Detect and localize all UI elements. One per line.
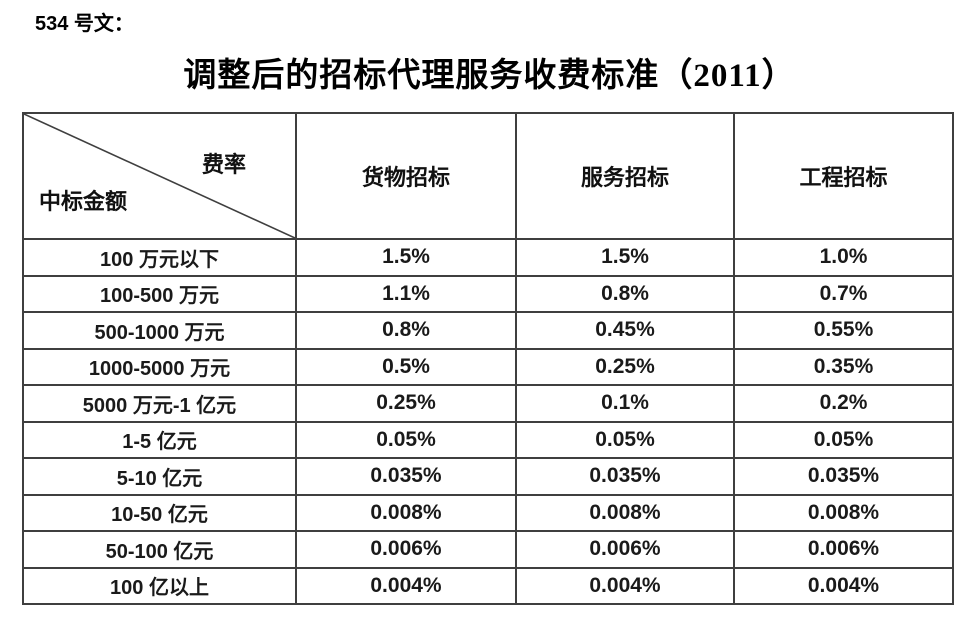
fee-cell: 0.25% — [515, 347, 735, 386]
row-label: 1000-5000 万元 — [22, 347, 297, 386]
fee-cell: 0.035% — [733, 457, 954, 496]
doc-number: 534 号文： — [35, 13, 134, 35]
fee-cell: 0.006% — [515, 530, 735, 569]
fee-cell: 0.006% — [733, 530, 954, 569]
table-row: 100 亿以上 0.004% 0.004% 0.004% — [22, 566, 954, 605]
row-label: 500-1000 万元 — [22, 311, 297, 350]
fee-cell: 1.5% — [295, 238, 517, 277]
row-label: 1-5 亿元 — [22, 420, 297, 459]
column-header-works: 工程招标 — [733, 112, 954, 240]
fee-cell: 0.8% — [295, 311, 517, 350]
table-row: 100-500 万元 1.1% 0.8% 0.7% — [22, 274, 954, 313]
row-label: 100-500 万元 — [22, 274, 297, 313]
fee-cell: 0.35% — [733, 347, 954, 386]
corner-cell: 费率 中标金额 — [22, 112, 297, 240]
page-title: 调整后的招标代理服务收费标准（2011） — [183, 58, 796, 94]
fee-cell: 1.5% — [515, 238, 735, 277]
table-row: 50-100 亿元 0.006% 0.006% 0.006% — [22, 530, 954, 569]
fee-cell: 0.2% — [733, 384, 954, 423]
table-row: 100 万元以下 1.5% 1.5% 1.0% — [22, 238, 954, 277]
column-header-goods: 货物招标 — [295, 112, 517, 240]
row-label: 100 亿以上 — [22, 566, 297, 605]
fee-cell: 0.035% — [295, 457, 517, 496]
corner-label-rate: 费率 — [202, 152, 247, 177]
fee-cell: 0.035% — [515, 457, 735, 496]
table-row: 10-50 亿元 0.008% 0.008% 0.008% — [22, 493, 954, 532]
row-label: 5-10 亿元 — [22, 457, 297, 496]
fee-cell: 0.004% — [295, 566, 517, 605]
table-header-row: 费率 中标金额 货物招标 服务招标 工程招标 — [22, 112, 954, 240]
table-row: 500-1000 万元 0.8% 0.45% 0.55% — [22, 311, 954, 350]
table-row: 5-10 亿元 0.035% 0.035% 0.035% — [22, 457, 954, 496]
fee-cell: 0.05% — [295, 420, 517, 459]
table-row: 1000-5000 万元 0.5% 0.25% 0.35% — [22, 347, 954, 386]
fee-cell: 1.0% — [733, 238, 954, 277]
row-label: 50-100 亿元 — [22, 530, 297, 569]
fee-cell: 0.008% — [515, 493, 735, 532]
fee-cell: 0.1% — [515, 384, 735, 423]
fee-cell: 0.45% — [515, 311, 735, 350]
fee-cell: 0.004% — [515, 566, 735, 605]
column-header-services: 服务招标 — [515, 112, 735, 240]
fee-cell: 0.7% — [733, 274, 954, 313]
fee-cell: 0.8% — [515, 274, 735, 313]
fee-cell: 0.008% — [733, 493, 954, 532]
fee-cell: 0.008% — [295, 493, 517, 532]
fee-cell: 0.004% — [733, 566, 954, 605]
table-row: 1-5 亿元 0.05% 0.05% 0.05% — [22, 420, 954, 459]
diagonal-line — [24, 114, 295, 238]
fee-cell: 0.006% — [295, 530, 517, 569]
row-label: 100 万元以下 — [22, 238, 297, 277]
table-row: 5000 万元-1 亿元 0.25% 0.1% 0.2% — [22, 384, 954, 423]
fee-cell: 0.5% — [295, 347, 517, 386]
row-label: 5000 万元-1 亿元 — [22, 384, 297, 423]
fee-table: 费率 中标金额 货物招标 服务招标 工程招标 100 万元以下 1.5% 1.5… — [22, 112, 954, 605]
fee-cell: 0.25% — [295, 384, 517, 423]
fee-cell: 1.1% — [295, 274, 517, 313]
fee-cell: 0.05% — [733, 420, 954, 459]
fee-cell: 0.05% — [515, 420, 735, 459]
fee-cell: 0.55% — [733, 311, 954, 350]
corner-label-amount: 中标金额 — [39, 189, 128, 214]
row-label: 10-50 亿元 — [22, 493, 297, 532]
